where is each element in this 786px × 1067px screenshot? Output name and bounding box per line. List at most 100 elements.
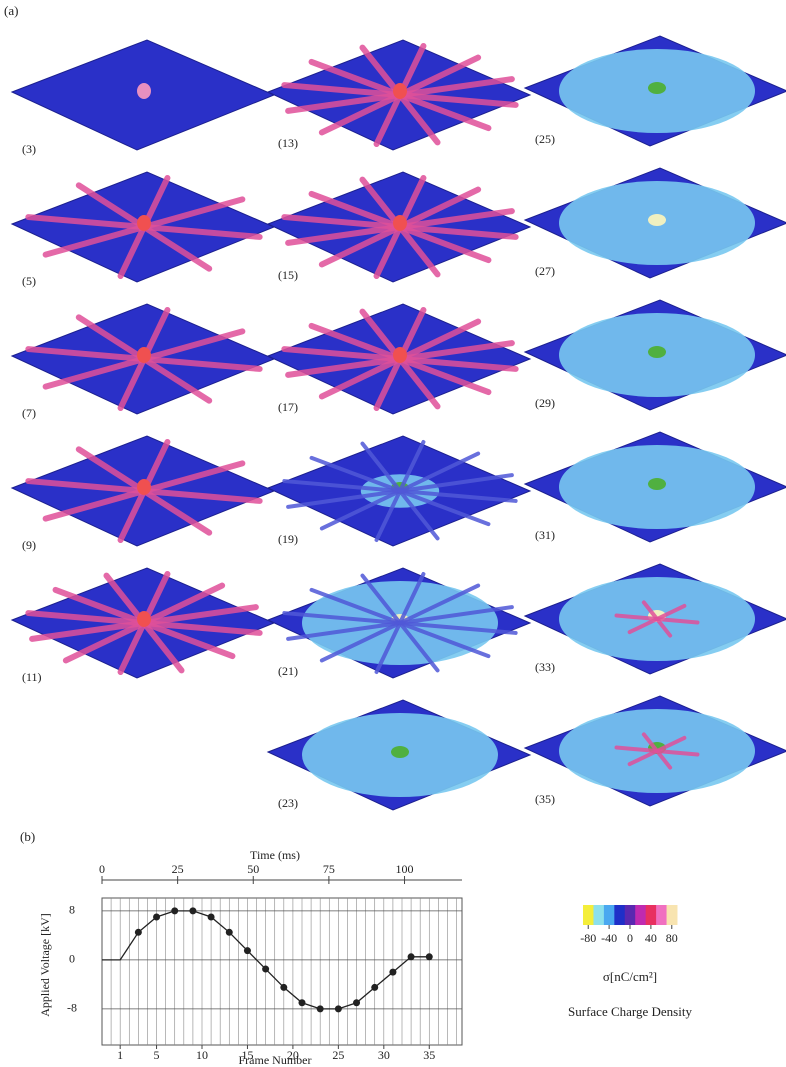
colorbar-segment (593, 905, 605, 925)
x-axis-label: Frame Number (239, 1053, 312, 1067)
colorbar-segment (583, 905, 594, 925)
discharge-channel (359, 308, 403, 362)
voltage-point (171, 907, 179, 915)
frame-label: (11) (22, 670, 42, 684)
discharge-channel (25, 346, 147, 362)
discharge-channel (655, 735, 687, 753)
discharge-channel (75, 314, 147, 362)
discharge-channel (655, 749, 700, 757)
discharge-channel (42, 488, 147, 522)
discharge-channel (373, 356, 403, 412)
discharge-channel (141, 582, 226, 626)
voltage-point (389, 968, 397, 976)
discharge-channel (141, 620, 236, 660)
colorbar-tick-label: 40 (645, 931, 657, 945)
colorbar-tick-label: -40 (601, 931, 617, 945)
discharge-channel (397, 356, 492, 396)
x2-axis-label: Time (ms) (250, 848, 300, 862)
colorbar-segment (666, 905, 678, 925)
panel-label: (a) (4, 3, 18, 18)
colorbar-segment (603, 905, 615, 925)
colorbar-segment (656, 905, 668, 925)
discharge-channel (398, 439, 426, 493)
discharge-channel (359, 44, 403, 98)
discharge-channel (360, 573, 402, 625)
discharge-channel (141, 356, 263, 372)
charge-peak (137, 347, 151, 363)
colorbar-segment (645, 905, 657, 925)
discharge-channel (397, 356, 441, 410)
discharge-channel (374, 489, 402, 543)
voltage-point (353, 999, 361, 1007)
discharge-channel (42, 224, 147, 258)
x-tick-label: 15 (241, 1048, 253, 1062)
discharge-channel (286, 489, 402, 509)
discharge-channel (141, 224, 263, 240)
voltage-point (207, 913, 215, 921)
x2-tick-label: 75 (323, 862, 335, 876)
discharge-channel (29, 620, 147, 642)
discharge-channel (397, 76, 515, 98)
discharge-channel (655, 603, 687, 621)
y-tick-label: -8 (67, 1001, 77, 1015)
discharge-channel (281, 82, 403, 98)
discharge-channel (141, 488, 213, 536)
discharge-channel (117, 356, 147, 412)
discharge-channel (42, 356, 147, 390)
discharge-channel (141, 620, 263, 636)
y-tick-label: 8 (69, 903, 75, 917)
discharge-channel (141, 328, 246, 362)
discharge-channel (141, 224, 213, 272)
x-tick-label: 30 (378, 1048, 390, 1062)
frame-label: (5) (22, 274, 36, 288)
discharge-channel (281, 214, 403, 230)
discharge-channel (655, 617, 673, 638)
voltage-point (153, 913, 161, 921)
frame-label: (9) (22, 538, 36, 552)
voltage-point (280, 983, 288, 991)
voltage-point (243, 947, 251, 955)
discharge-channel (655, 617, 700, 625)
discharge-channel (103, 572, 147, 626)
charge-peak (137, 611, 151, 627)
discharge-channel (25, 214, 147, 230)
discharge-channel (397, 92, 492, 132)
discharge-channel (655, 749, 673, 770)
discharge-channel (308, 58, 403, 98)
discharge-channel (25, 478, 147, 494)
frame-label: (7) (22, 406, 36, 420)
discharge-channel (141, 356, 213, 404)
y-tick-label: 0 (69, 952, 75, 966)
charge-peak (391, 746, 409, 758)
frame-label: (3) (22, 142, 36, 156)
discharge-channel (285, 356, 403, 378)
charge-peak (648, 214, 666, 226)
y-axis-label: Applied Voltage [kV] (38, 913, 52, 1017)
discharge-channel (397, 356, 519, 372)
discharge-channel (117, 620, 147, 676)
discharge-channel (318, 224, 403, 268)
colorbar-tick-label: -80 (580, 931, 596, 945)
charge-peak (393, 347, 407, 363)
x-tick-label: 35 (423, 1048, 435, 1062)
voltage-point (189, 907, 197, 915)
discharge-channel (373, 92, 403, 148)
voltage-point (407, 953, 415, 961)
charge-peak (137, 83, 151, 99)
discharge-channel (359, 176, 403, 230)
discharge-channel (309, 587, 402, 625)
frame-label: (17) (278, 400, 298, 414)
discharge-channel (141, 196, 246, 230)
discharge-channel (141, 460, 246, 494)
discharge-channel (397, 54, 482, 98)
frame-label: (13) (278, 136, 298, 150)
discharge-channel (285, 92, 403, 114)
panel-label: (b) (20, 829, 35, 844)
colorbar-segment (614, 905, 626, 925)
discharge-channel (373, 224, 403, 280)
discharge-channel (308, 322, 403, 362)
frame-label: (27) (535, 264, 555, 278)
discharge-channel (75, 446, 147, 494)
discharge-channel (62, 620, 147, 664)
